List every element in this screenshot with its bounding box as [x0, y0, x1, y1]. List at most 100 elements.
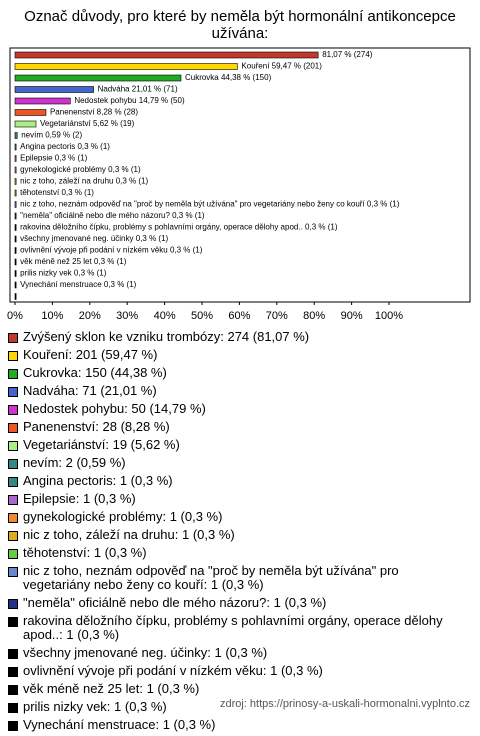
x-tick-label: 80%: [303, 310, 325, 322]
bar: [14, 281, 17, 289]
bar-label: Vegetariánství 5,62 % (19): [40, 119, 135, 128]
bar-label: všechny jmenované neg. účinky 0,3 % (1): [20, 234, 168, 243]
legend-label: Panenenství: 28 (8,28 %): [23, 419, 170, 434]
bar-label: Vynechání menstruace 0,3 % (1): [20, 280, 137, 289]
bar: [14, 201, 17, 208]
chart-title: Označ důvody, pro které by neměla být ho…: [24, 8, 456, 42]
legend-label: ovlivnění vývoje při podání v nízkém věk…: [23, 663, 323, 678]
bar-label: ovlivnění vývoje při podání v nízkém věk…: [20, 246, 203, 255]
chart: 0% 10% 20% 30% 40% 50% 60% 70% 80% 90% 100% 81,07 %…: [7, 47, 471, 322]
bar: [14, 74, 182, 82]
legend-item: všechny jmenované neg. účinky: 1 (0,3 %): [8, 646, 448, 660]
legend-swatch: [8, 531, 18, 541]
bar-label: "neměla" oficiálně nebo dle mého názoru?…: [20, 211, 205, 220]
legend-label: těhotenství: 1 (0,3 %): [23, 545, 147, 560]
legend-swatch: [8, 459, 18, 469]
bar-label: věk méně než 25 let 0,3 % (1): [20, 257, 127, 266]
legend-swatch: [8, 549, 18, 559]
legend-label: nic z toho, záleží na druhu: 1 (0,3 %): [23, 527, 235, 542]
legend-label: Zvýšený sklon ke vzniku trombózy: 274 (8…: [23, 329, 310, 344]
legend-label: gynekologické problémy: 1 (0,3 %): [23, 509, 223, 524]
bar-label: 81,07 % (274): [322, 50, 373, 59]
legend-swatch: [8, 649, 18, 659]
legend-item: Panenenství: 28 (8,28 %): [8, 420, 448, 434]
bar: [14, 97, 71, 105]
legend-item: gynekologické problémy: 1 (0,3 %): [8, 510, 448, 524]
bar-label: těhotenství 0,3 % (1): [20, 188, 94, 197]
bar: [14, 63, 238, 70]
bar: [14, 224, 17, 231]
legend-item: Cukrovka: 150 (44,38 %): [8, 366, 448, 380]
bar: [14, 178, 17, 185]
legend-swatch: [8, 441, 18, 451]
legend-swatch: [8, 387, 18, 397]
bar-label: Panenenství 8,28 % (28): [50, 108, 138, 117]
source: zdroj: https://prinosy-a-uskali-hormonal…: [219, 698, 470, 710]
x-tick-label: 50%: [191, 310, 213, 322]
legend-label: Nedostek pohybu: 50 (14,79 %): [23, 401, 206, 416]
legend-swatch: [8, 617, 18, 627]
legend-label: Angina pectoris: 1 (0,3 %): [23, 473, 173, 488]
legend-swatch: [8, 667, 18, 677]
bar: [14, 258, 17, 266]
legend-swatch: [8, 333, 18, 343]
bar-label: rakovina děložního čípku, problémy s poh…: [20, 223, 338, 232]
legend-swatch: [8, 685, 18, 695]
legend-item: Nadváha: 71 (21,01 %): [8, 384, 448, 398]
bar: [14, 86, 94, 93]
bar-label: Kouření 59,47 % (201): [241, 62, 322, 71]
bar: [14, 120, 37, 128]
legend-label: Cukrovka: 150 (44,38 %): [23, 365, 167, 380]
legend-label: všechny jmenované neg. účinky: 1 (0,3 %): [23, 645, 268, 660]
x-tick-label: 100%: [375, 310, 403, 322]
legend-item: věk méně než 25 let: 1 (0,3 %): [8, 682, 448, 696]
legend-label: Kouření: 201 (59,47 %): [23, 347, 158, 362]
legend-swatch: [8, 495, 18, 505]
legend-item: nic z toho, neznám odpověď na "proč by n…: [8, 564, 448, 592]
legend-swatch: [8, 513, 18, 523]
bar-label: nevím 0,59 % (2): [21, 131, 82, 140]
legend-item: Kouření: 201 (59,47 %): [8, 348, 448, 362]
legend-item: "neměla" oficiálně nebo dle mého názoru?…: [8, 596, 448, 610]
legend-item: Vynechání menstruace: 1 (0,3 %): [8, 718, 448, 732]
legend-item: Vegetariánství: 19 (5,62 %): [8, 438, 448, 452]
legend-item: nevím: 2 (0,59 %): [8, 456, 448, 470]
legend-swatch: [8, 351, 18, 361]
legend-item: Angina pectoris: 1 (0,3 %): [8, 474, 448, 488]
bar-label: nic z toho, neznám odpověď na "proč by n…: [20, 200, 400, 209]
legend-label: rakovina děložního čípku, problémy s poh…: [23, 613, 443, 642]
bar: [14, 247, 17, 254]
bar-label: Nadváha 21,01 % (71): [98, 85, 178, 94]
x-tick-label: 30%: [116, 310, 138, 322]
legend-swatch: [8, 405, 18, 415]
bar: [14, 132, 18, 139]
x-tick-label: 90%: [341, 310, 363, 322]
bar: [14, 235, 17, 243]
legend-label: Vegetariánství: 19 (5,62 %): [23, 437, 180, 452]
legend-label: "neměla" oficiálně nebo dle mého názoru?…: [23, 595, 327, 610]
bar: [14, 51, 319, 59]
legend-item: Epilepsie: 1 (0,3 %): [8, 492, 448, 506]
legend-label: nevím: 2 (0,59 %): [23, 455, 126, 470]
legend-label: nic z toho, neznám odpověď na "proč by n…: [23, 563, 399, 592]
legend-label: Nadváha: 71 (21,01 %): [23, 383, 157, 398]
legend-swatch: [8, 703, 18, 713]
bar-label: gynekologické problémy 0,3 % (1): [20, 165, 141, 174]
legend-swatch: [8, 369, 18, 379]
legend-item: prilis nizky vek: 1 (0,3 %): [8, 700, 448, 714]
legend-label: Vynechání menstruace: 1 (0,3 %): [23, 717, 216, 732]
bar: [14, 212, 17, 220]
legend-item: ovlivnění vývoje při podání v nízkém věk…: [8, 664, 448, 678]
bar: [14, 293, 17, 300]
legend-item: Nedostek pohybu: 50 (14,79 %): [8, 402, 448, 416]
bar: [14, 155, 17, 162]
legend-label: věk méně než 25 let: 1 (0,3 %): [23, 681, 200, 696]
bar-label: prilis nizky vek 0,3 % (1): [20, 269, 107, 278]
legend: Zvýšený sklon ke vzniku trombózy: 274 (8…: [8, 330, 448, 736]
bar-label: Cukrovka 44,38 % (150): [185, 73, 272, 82]
page: {"chart_data": {"type": "hbar", "title":…: [7, 8, 471, 732]
legend-label: Epilepsie: 1 (0,3 %): [23, 491, 136, 506]
x-tick-label: 40%: [154, 310, 176, 322]
bar: [14, 109, 47, 116]
x-tick-label: 0%: [7, 310, 23, 322]
